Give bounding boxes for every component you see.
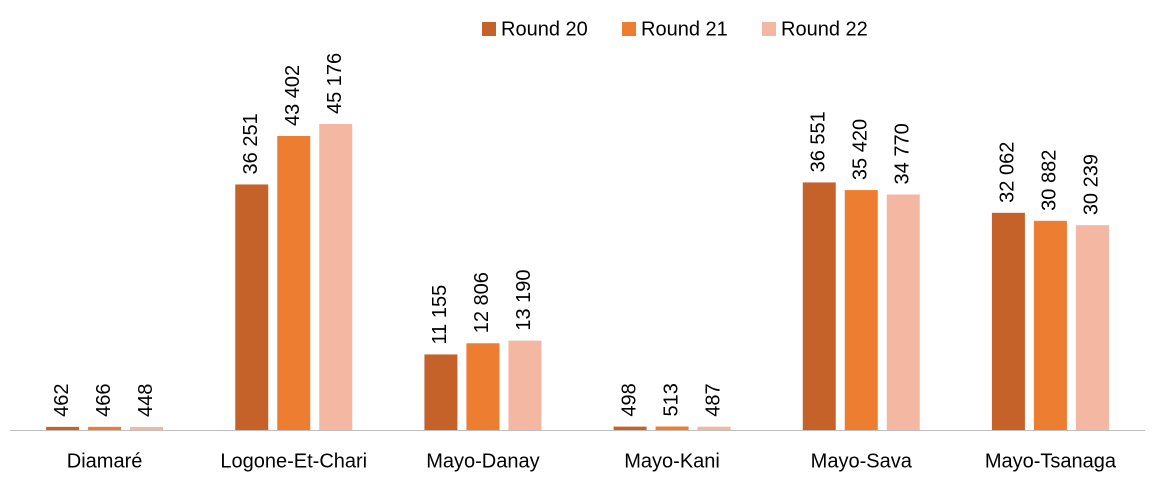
bar [655, 426, 689, 430]
legend-label: Round 20 [501, 18, 588, 40]
legend-swatch [482, 22, 496, 36]
data-label: 448 [135, 384, 157, 417]
data-label: 35 420 [850, 119, 872, 180]
bar [466, 343, 500, 430]
bar [613, 426, 647, 430]
data-label: 32 062 [997, 142, 1019, 203]
x-tick-label: Mayo-Sava [811, 450, 913, 472]
data-label: 462 [51, 383, 73, 416]
bar [424, 354, 458, 430]
bar [844, 190, 878, 430]
bar [235, 184, 269, 430]
data-label: 36 251 [240, 113, 262, 174]
data-label: 487 [702, 383, 724, 416]
legend-swatch [622, 22, 636, 36]
bar [277, 136, 311, 430]
bar [508, 340, 542, 430]
bar [1075, 225, 1109, 430]
data-label: 45 176 [324, 53, 346, 114]
data-label: 30 239 [1081, 154, 1103, 215]
x-tick-label: Mayo-Kani [624, 450, 720, 472]
bar [46, 426, 80, 430]
bar [697, 426, 731, 430]
legend-swatch [762, 22, 776, 36]
x-tick-label: Mayo-Tsanaga [985, 450, 1117, 472]
data-label: 34 770 [892, 123, 914, 184]
data-label: 30 882 [1039, 150, 1061, 211]
data-label: 513 [660, 383, 682, 416]
bar [130, 426, 164, 430]
bar [319, 124, 353, 430]
bar [88, 426, 122, 430]
bar [886, 194, 920, 430]
x-tick-label: Diamaré [67, 450, 143, 472]
bar [1033, 220, 1067, 430]
x-tick-label: Mayo-Danay [426, 450, 539, 472]
data-label: 12 806 [471, 272, 493, 333]
data-label: 498 [618, 383, 640, 416]
data-label: 466 [93, 383, 115, 416]
x-tick-label: Logone-Et-Chari [220, 450, 367, 472]
data-label: 13 190 [513, 269, 535, 330]
legend-label: Round 22 [781, 18, 868, 40]
bar [991, 212, 1025, 430]
legend-label: Round 21 [641, 18, 728, 40]
data-label: 36 551 [808, 111, 830, 172]
data-label: 11 155 [429, 285, 451, 345]
bar [802, 182, 836, 430]
data-label: 43 402 [282, 65, 304, 126]
